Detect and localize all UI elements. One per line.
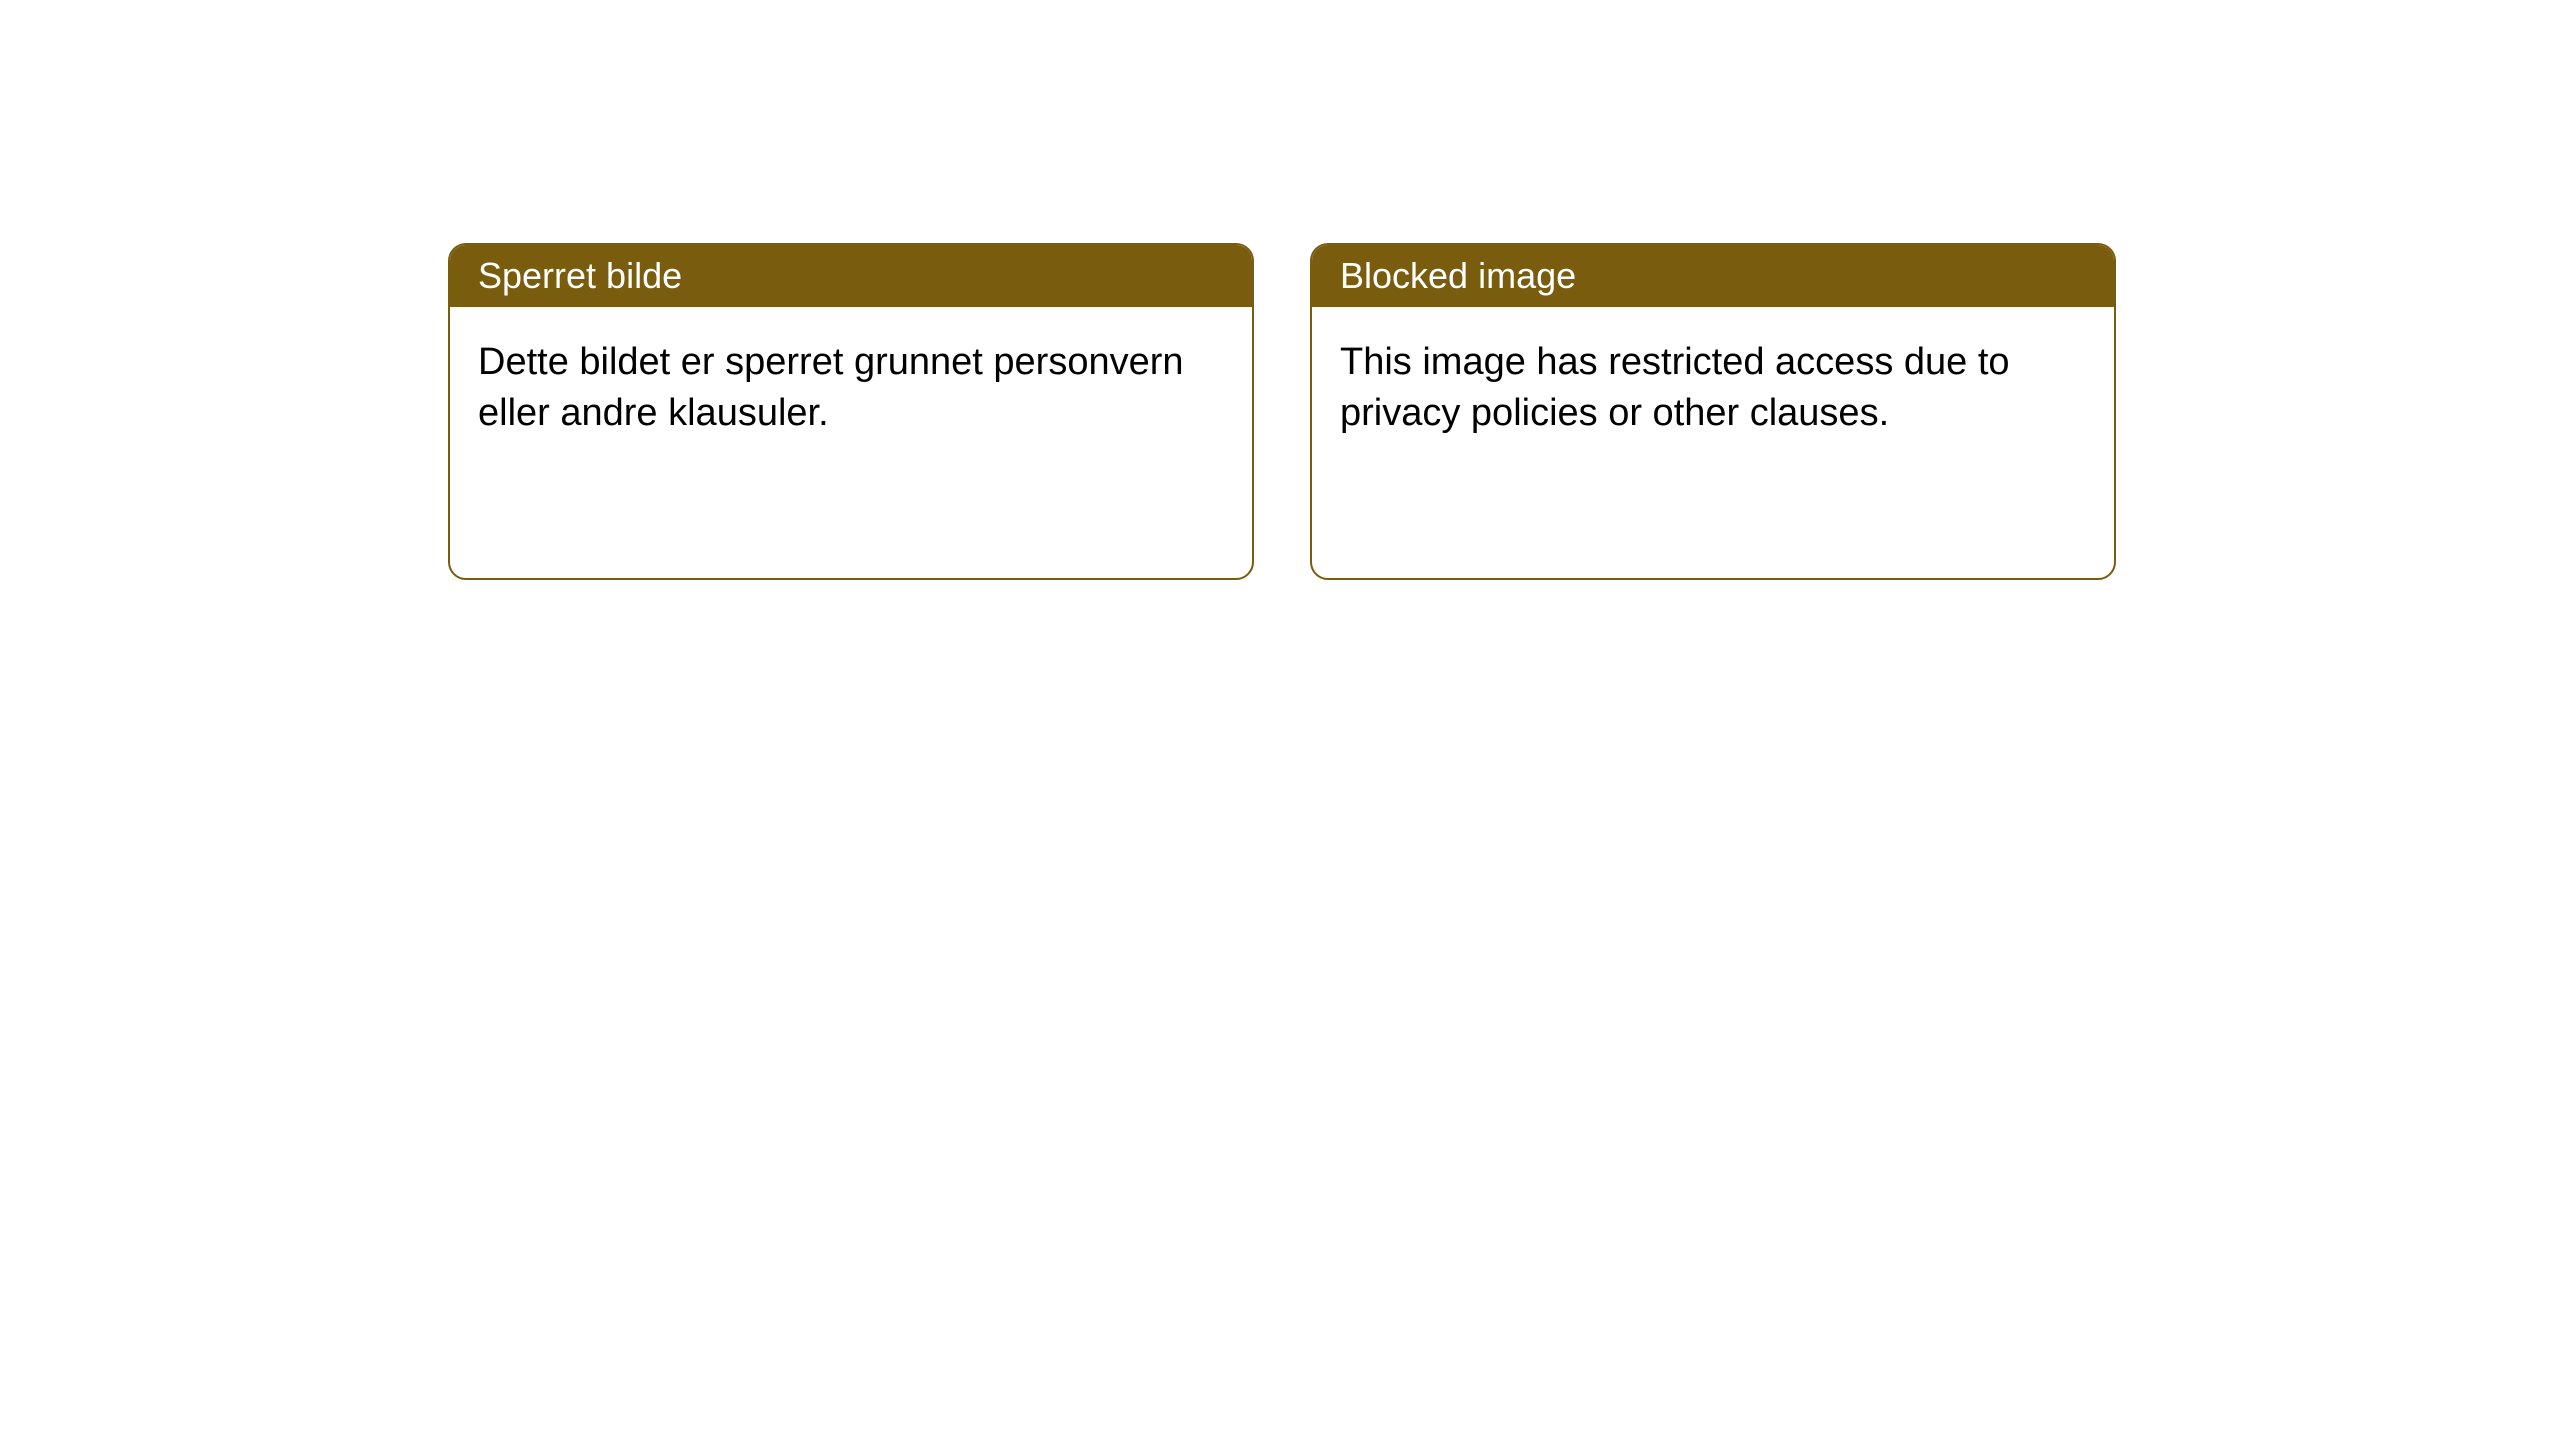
notice-box-norwegian: Sperret bilde Dette bildet er sperret gr… <box>448 243 1254 580</box>
notice-box-english: Blocked image This image has restricted … <box>1310 243 2116 580</box>
notice-title: Blocked image <box>1340 255 1576 296</box>
notice-body: Dette bildet er sperret grunnet personve… <box>450 307 1252 470</box>
notice-title: Sperret bilde <box>478 255 682 296</box>
notice-header: Blocked image <box>1312 245 2114 307</box>
notice-message: Dette bildet er sperret grunnet personve… <box>478 341 1184 434</box>
notice-message: This image has restricted access due to … <box>1340 341 2010 434</box>
notice-container: Sperret bilde Dette bildet er sperret gr… <box>0 0 2560 580</box>
notice-header: Sperret bilde <box>450 245 1252 307</box>
notice-body: This image has restricted access due to … <box>1312 307 2114 470</box>
